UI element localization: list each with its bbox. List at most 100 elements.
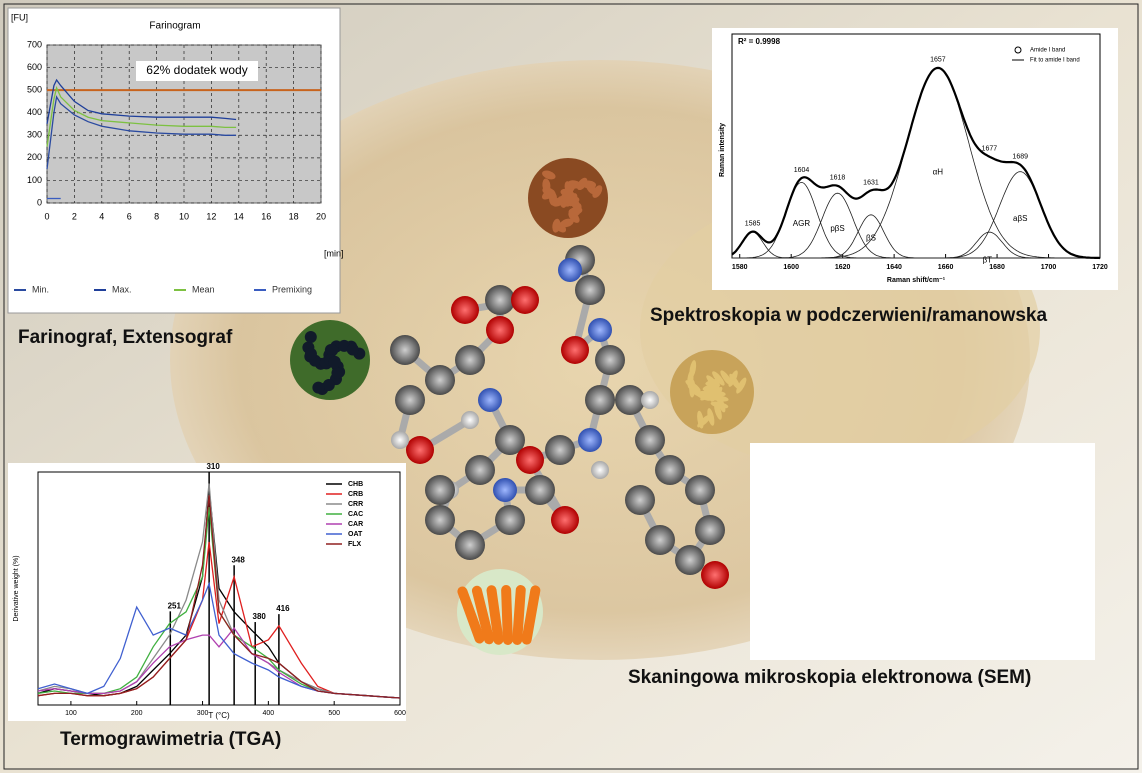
atom — [595, 345, 625, 375]
atom — [635, 425, 665, 455]
atom — [675, 545, 705, 575]
carrot — [486, 585, 504, 645]
legend-label: Mean — [192, 284, 215, 294]
annotation: R² = 0.9998 — [738, 37, 781, 46]
atom — [465, 455, 495, 485]
raman-panel: R² = 0.9998 Raman shift/cm⁻¹ Raman intensi… — [712, 28, 1118, 290]
atom — [655, 455, 685, 485]
grain — [689, 360, 697, 378]
carrot — [521, 585, 541, 645]
x-tick-label: 0 — [44, 211, 49, 221]
legend-label: CRB — [348, 491, 363, 498]
peak-label: 1689 — [1012, 154, 1028, 161]
peak-label: 1657 — [930, 57, 946, 64]
band-label: aβS — [1013, 214, 1027, 223]
atom — [701, 561, 729, 589]
legend-label: Fit to amide I band — [1030, 58, 1080, 64]
sem-panel — [750, 443, 1095, 660]
plot-area — [37, 471, 401, 706]
atom — [451, 296, 479, 324]
caption: Skaningowa mikroskopia elektronowa (SEM) — [628, 667, 1031, 688]
legend-label: OAT — [348, 531, 363, 538]
atom — [390, 335, 420, 365]
carrot — [457, 586, 485, 644]
chart-title: Farinogram — [149, 21, 200, 32]
atom — [585, 385, 615, 415]
berry — [326, 344, 339, 357]
berry — [328, 356, 341, 369]
peak-label: 1604 — [794, 167, 810, 174]
x-tick-label: 1660 — [938, 264, 954, 271]
x-axis-label: T (°C) — [208, 711, 230, 720]
food-images — [290, 158, 754, 655]
y-tick-label: 0 — [37, 197, 42, 207]
frame — [3, 3, 1139, 770]
atom — [516, 446, 544, 474]
x-tick-label: 300 — [197, 710, 209, 717]
grain — [710, 401, 729, 409]
x-axis-label: Raman shift/cm⁻¹ — [887, 277, 946, 284]
atom — [588, 318, 612, 342]
grain — [720, 370, 733, 386]
legend-label: FLX — [348, 541, 362, 548]
tga-panel: T (°C) Derivative weight (%) 100 200 300 400 5… — [8, 462, 406, 721]
data-line — [46, 85, 237, 147]
atom — [425, 505, 455, 535]
data-line — [46, 78, 237, 125]
y-tick-label: 600 — [27, 62, 42, 72]
atom — [391, 431, 409, 449]
sem-background — [750, 443, 1095, 660]
grain — [729, 373, 741, 390]
grain — [689, 387, 705, 398]
atom — [478, 388, 502, 412]
berry — [304, 347, 317, 360]
berry — [322, 378, 335, 391]
atom — [551, 506, 579, 534]
legend-label: CHB — [348, 481, 363, 488]
seed — [542, 170, 556, 180]
atom — [461, 411, 479, 429]
fit-line — [731, 66, 1101, 260]
y-axis-label: Derivative weight (%) — [13, 555, 20, 621]
food-texture — [302, 170, 747, 645]
caption: Termograwimetria (TGA) — [60, 729, 281, 750]
peak-label: 348 — [231, 555, 245, 564]
molecule — [390, 245, 729, 589]
x-tick-label: 16 — [261, 211, 271, 221]
atom — [486, 316, 514, 344]
x-tick-label: 4 — [99, 211, 104, 221]
peak-label: 1618 — [830, 175, 846, 182]
berry — [312, 381, 325, 394]
seed — [560, 218, 574, 228]
x-tick-label: 500 — [328, 710, 340, 717]
legend-label: CAR — [348, 521, 363, 528]
panel — [712, 28, 1118, 290]
atom — [558, 258, 582, 282]
annotation: 62% dodatek wody — [146, 63, 247, 77]
grain — [710, 386, 723, 402]
legend-label: Amide I band — [1030, 48, 1065, 54]
atom — [545, 435, 575, 465]
farinogram-panel: Farinogram[FU][min]010020030040050060070… — [7, 7, 344, 314]
atom — [695, 515, 725, 545]
x-tick-label: 12 — [206, 211, 216, 221]
grain — [697, 410, 704, 429]
peak-label: 1677 — [982, 145, 998, 152]
x-tick-label: 1600 — [783, 264, 799, 271]
band-label: αH — [933, 168, 944, 177]
atom — [455, 345, 485, 375]
seed — [564, 182, 576, 195]
annotation-box — [136, 61, 258, 81]
grain — [707, 408, 715, 426]
seed — [565, 196, 580, 205]
y-tick-label: 400 — [27, 107, 42, 117]
y-axis-label: [FU] — [11, 12, 28, 22]
y-tick-label: 200 — [27, 152, 42, 162]
x-tick-label: 6 — [127, 211, 132, 221]
x-tick-label: 8 — [154, 211, 159, 221]
atom — [495, 425, 525, 455]
berry — [346, 343, 359, 356]
y-tick-label: 100 — [27, 175, 42, 185]
